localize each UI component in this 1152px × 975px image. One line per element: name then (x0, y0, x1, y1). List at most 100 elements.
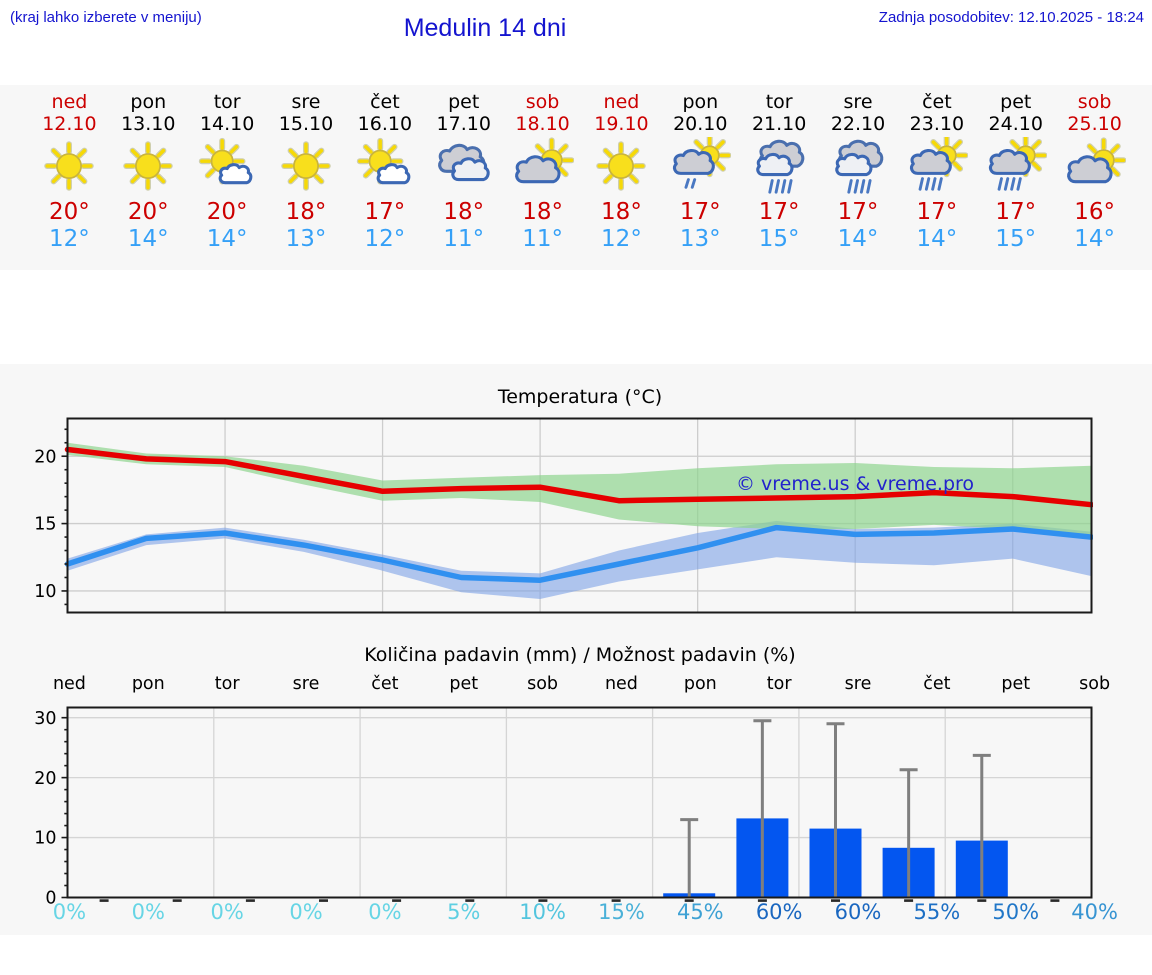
forecast-day: čet 16.10 17° 12° (345, 91, 424, 270)
precip-day-label: pet (449, 674, 479, 694)
temperature-chart-title: Temperatura (°C) (497, 386, 663, 408)
y-tick-label: 20 (34, 769, 56, 789)
low-temperature: 15° (995, 226, 1037, 252)
day-name: pet (448, 91, 480, 113)
weather-icon-slot (1055, 137, 1134, 197)
precipitation-probability-row: 0% 0% 0% 0% 0% 5% 10% 15% 45% 60% 60% 55% 50% 40% (0, 900, 1152, 924)
high-temperature: 17° (837, 199, 879, 225)
x-tick (172, 899, 182, 902)
low-temperature: 14° (127, 226, 169, 252)
min temperatura-line (64, 524, 1093, 583)
day-date: 25.10 (1067, 113, 1122, 135)
max temperatura-line (64, 446, 1093, 508)
day-date: 19.10 (594, 113, 649, 135)
sun-icon (281, 141, 331, 191)
low-temperature: 13° (679, 226, 721, 252)
weather-icon-slot (267, 137, 346, 197)
menu-hint-text: (kraj lahko izberete v meniju) (10, 9, 202, 26)
precip-day-label: pon (131, 674, 165, 694)
forecast-day: pon 13.10 20° 14° (109, 91, 188, 270)
cloud-sun-icon (514, 137, 575, 184)
day-name: sre (843, 91, 873, 113)
x-tick (99, 899, 109, 902)
y-tick-label: 30 (34, 709, 56, 729)
day-name: tor (213, 91, 241, 113)
day-name: pet (1000, 91, 1032, 113)
day-date: 13.10 (121, 113, 176, 135)
charts-section: Temperatura (°C) © vreme.us & vreme.pro 1… (0, 364, 1152, 935)
day-date: 16.10 (357, 113, 413, 135)
last-update-text: Zadnja posodobitev: 12.10.2025 - 18:24 (878, 9, 1144, 26)
low-temperature: 14° (206, 226, 248, 252)
forecast-day: pet 17.10 18° 11° (424, 91, 503, 270)
forecast-day: sob 25.10 16° 14° (1055, 91, 1134, 270)
precip-day-label: sre (844, 674, 872, 694)
day-name: sob (1077, 91, 1112, 113)
weather-icon-slot (30, 137, 109, 197)
precip-probability: 55% (913, 900, 961, 924)
weather-icon-slot (582, 137, 661, 197)
day-name: ned (603, 91, 640, 113)
weather-icon-slot (503, 137, 582, 197)
y-tick-label: 10 (34, 582, 56, 602)
day-name: čet (370, 91, 400, 113)
day-name: sob (525, 91, 560, 113)
high-temperature: 18° (522, 199, 563, 225)
precip-day-label: sre (292, 674, 320, 694)
precip-probability: 60% (834, 900, 882, 924)
day-date: 23.10 (909, 113, 965, 135)
sun-icon (123, 141, 174, 191)
forecast-day: sre 22.10 17° 14° (819, 91, 898, 270)
low-temperature: 12° (601, 226, 642, 252)
forecast-day: čet 23.10 17° 14° (897, 91, 976, 270)
cloud-sun-icon (1066, 137, 1127, 184)
x-tick (465, 899, 475, 902)
x-tick (319, 899, 328, 902)
sun-icon (44, 141, 95, 191)
x-tick (538, 899, 548, 902)
low-temperature: 12° (49, 226, 90, 252)
day-date: 14.10 (199, 113, 255, 135)
weather-icon-slot (976, 133, 1055, 197)
day-date: 24.10 (988, 113, 1043, 135)
low-temperature: 13° (285, 226, 327, 252)
precip-probability: 0% (289, 900, 323, 924)
day-date: 12.10 (42, 113, 97, 135)
temperature-chart: © vreme.us & vreme.pro 10 15 20 (34, 417, 1093, 614)
precipitation-chart: 0 10 20 30 (34, 706, 1093, 907)
forecast-day: pet 24.10 17° 15° (976, 91, 1055, 270)
precip-probability: 0% (131, 900, 165, 924)
precip-probability: 10% (519, 900, 566, 924)
x-tick (611, 899, 621, 902)
day-date: 22.10 (830, 113, 886, 135)
watermark: © vreme.us & vreme.pro (736, 473, 974, 495)
day-date: 17.10 (436, 113, 491, 135)
forecast-day-strip: ned 12.10 20° 12° pon 13.10 20° 14° tor 14.10 20° 1… (0, 85, 1152, 270)
high-temperature: 17° (995, 199, 1037, 225)
day-name: pon (682, 91, 719, 113)
min temperatura-band (67, 520, 1092, 599)
precip-day-label: tor (214, 674, 240, 694)
high-temperature: 18° (601, 199, 642, 225)
y-tick-label: 0 (45, 889, 56, 907)
clouds-rain-icon (835, 139, 884, 194)
x-tick (904, 899, 914, 902)
precip-probability: 0% (52, 900, 87, 924)
precipitation-day-labels: ned pon tor sre čet pet sob ned pon tor sre čet pet s… (0, 674, 1152, 694)
y-tick-label: 15 (34, 515, 56, 535)
y-tick-label: 10 (34, 829, 56, 849)
weather-icon-slot (109, 137, 188, 197)
low-temperature: 14° (1074, 226, 1115, 252)
x-tick (245, 899, 255, 902)
precip-probability: 0% (368, 900, 402, 924)
x-tick (1050, 899, 1060, 902)
clouds-icon (437, 143, 490, 182)
precip-day-label: sob (527, 674, 559, 694)
day-date: 21.10 (751, 113, 807, 135)
y-tick-label: 20 (34, 447, 56, 467)
forecast-day: sob 18.10 18° 11° (503, 91, 582, 270)
x-tick (392, 899, 402, 902)
low-temperature: 11° (522, 226, 563, 252)
forecast-day: sre 15.10 18° 13° (267, 91, 346, 270)
precip-day-label: pet (1001, 674, 1031, 694)
